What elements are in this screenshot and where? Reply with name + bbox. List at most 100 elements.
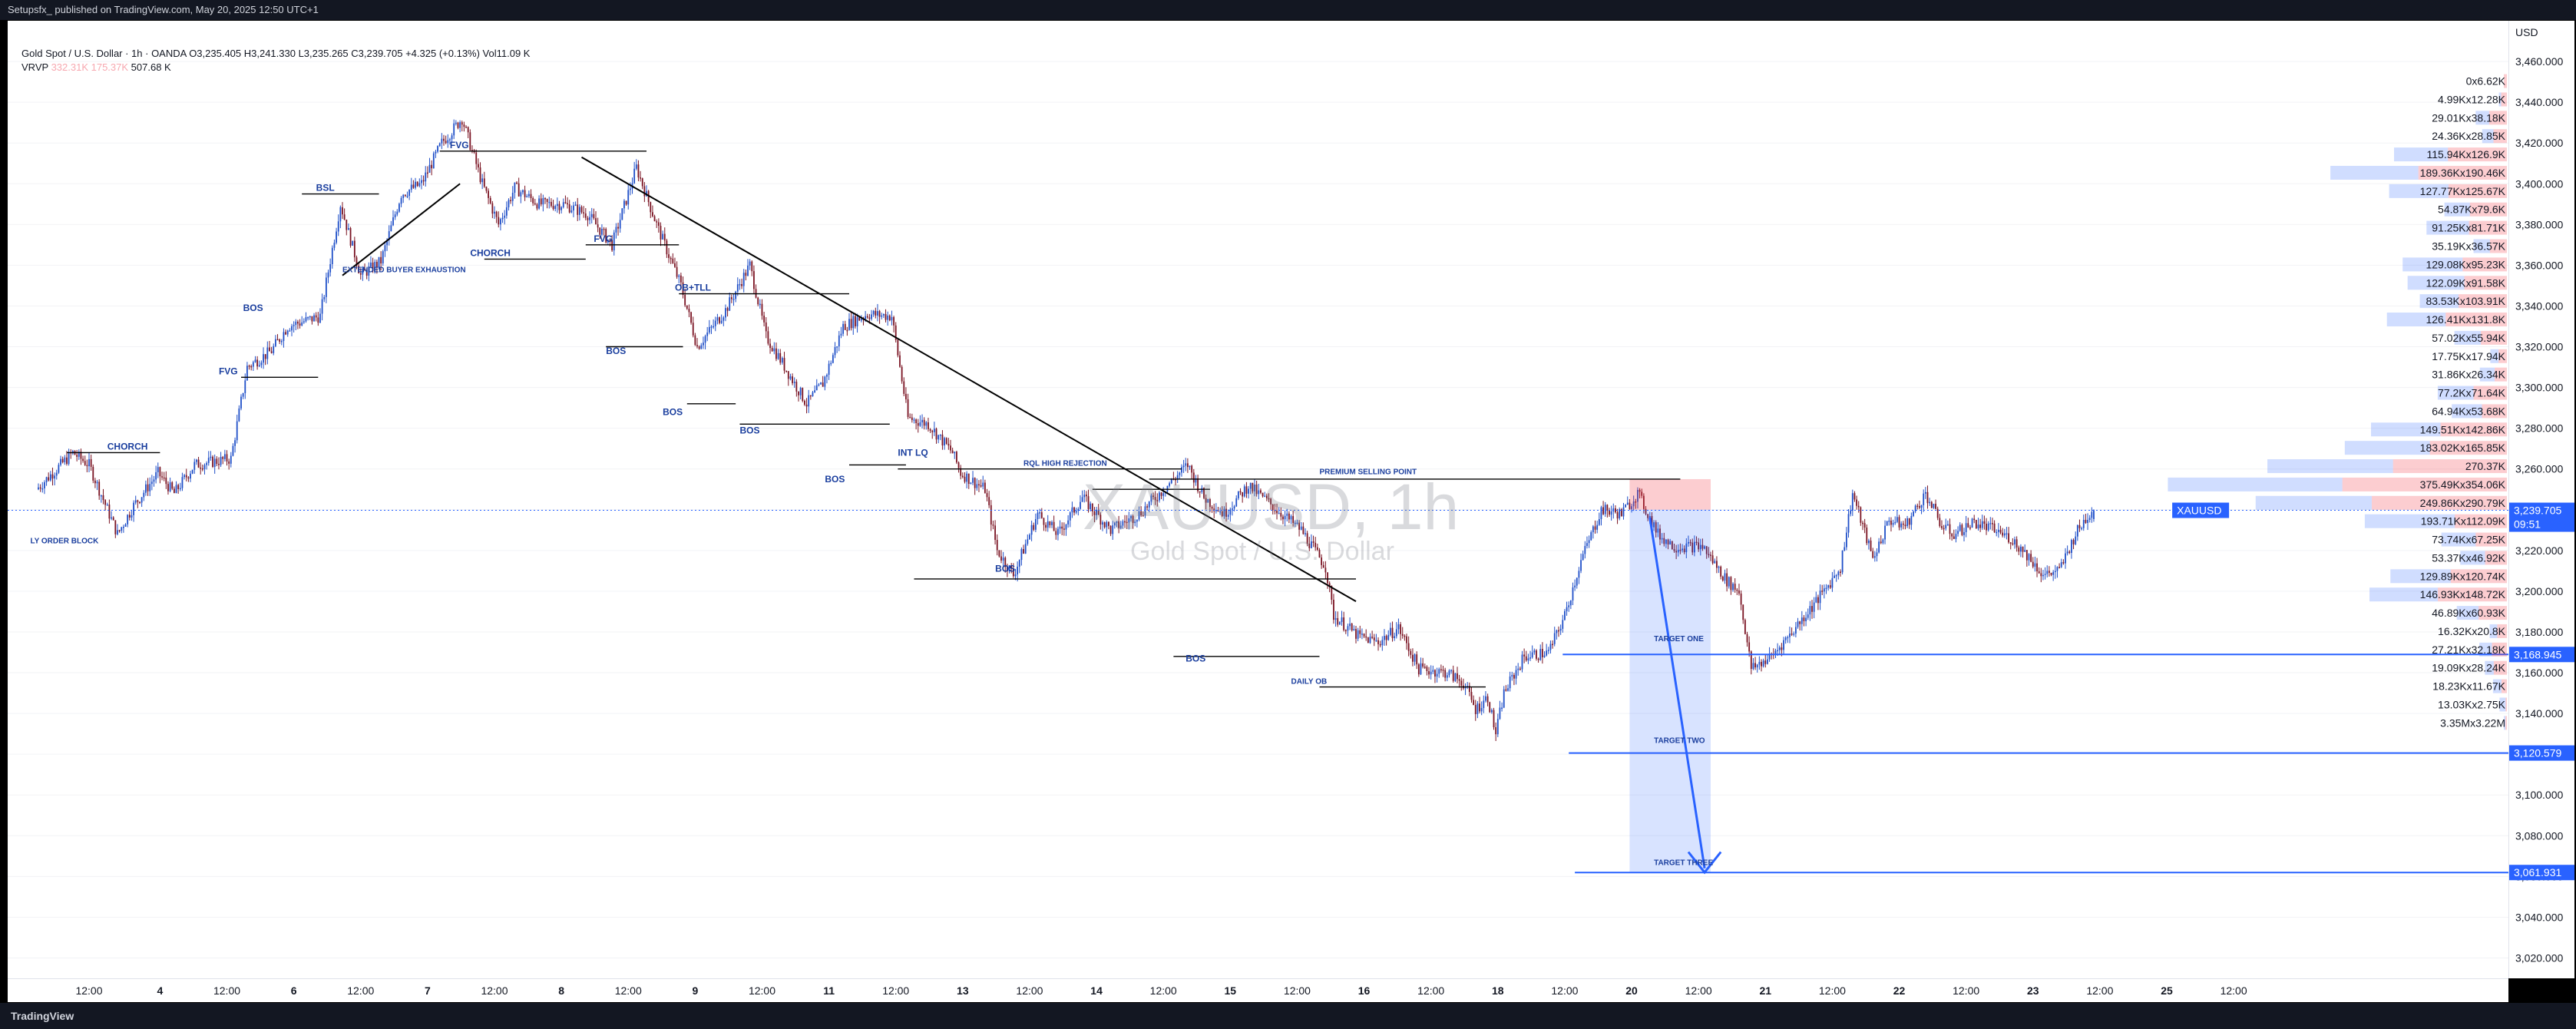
time-tick: 18 — [1492, 984, 1504, 997]
candle — [1262, 492, 1264, 497]
candle — [102, 495, 104, 501]
candle — [1503, 689, 1505, 708]
candle — [1496, 719, 1499, 735]
time-axis-svg: 12:00 4 12:00 6 12:00 7 12:00 8 12:00 9 12:00 11 12:… — [75, 984, 2247, 997]
candle — [1037, 512, 1039, 520]
candle — [1946, 524, 1949, 526]
annotation-label: FVG — [450, 140, 469, 151]
price-plot[interactable]: CHORCH BSL EXTENDED BUYER EXHAUSTION BOS FVG… — [8, 21, 2508, 978]
candle — [1030, 524, 1033, 535]
vp-up-bar — [2344, 441, 2430, 455]
vp-down-bar — [2342, 477, 2507, 491]
candle — [169, 482, 171, 491]
time-tick: 12:00 — [75, 984, 102, 997]
candle — [276, 339, 279, 341]
candle — [1119, 525, 1122, 528]
candle — [1693, 541, 1695, 553]
candle — [181, 477, 184, 488]
candle — [263, 354, 264, 363]
time-axis[interactable]: 12:00 4 12:00 6 12:00 7 12:00 8 12:00 9 12:00 11 12:… — [8, 978, 2508, 1002]
vp-up-bar — [2168, 477, 2343, 491]
candle — [1189, 465, 1191, 468]
candle — [1615, 508, 1616, 513]
candle — [1682, 548, 1683, 551]
candle — [1983, 521, 1986, 524]
candle — [1337, 617, 1339, 625]
candle — [662, 233, 664, 240]
candle — [86, 465, 88, 467]
vp-down-bar — [2440, 422, 2507, 437]
candle — [751, 261, 753, 272]
candle — [1556, 630, 1558, 634]
candle — [852, 316, 855, 329]
candle — [1653, 522, 1655, 528]
vp-up-bar — [2460, 551, 2485, 565]
candle — [374, 261, 376, 271]
candle — [1845, 532, 1847, 548]
vp-up-bar — [2426, 220, 2469, 235]
candle — [1529, 657, 1531, 659]
price-tick: 3,340.000 — [2515, 299, 2563, 312]
candle — [2038, 571, 2040, 574]
candle — [1067, 520, 1070, 525]
candle — [1718, 566, 1720, 568]
candle — [1730, 577, 1732, 591]
candle — [150, 481, 153, 485]
candle — [1721, 576, 1724, 581]
vrvp-total: 507.68 K — [131, 61, 171, 73]
candle — [1338, 622, 1341, 625]
candle — [457, 122, 459, 128]
candle — [438, 143, 441, 147]
price-label-box — [2509, 745, 2574, 761]
candle — [1479, 703, 1480, 712]
candle — [323, 296, 326, 299]
time-tick: 6 — [291, 984, 297, 997]
candle — [149, 484, 151, 491]
candle — [2075, 536, 2077, 544]
candle — [540, 198, 542, 205]
price-axis[interactable]: USD3,020.0003,040.0003,060.0003,080.0003… — [2508, 21, 2574, 978]
candle — [546, 199, 548, 203]
vrvp-line[interactable]: VRVP 332.31K 175.37K 507.68 K — [21, 61, 530, 74]
vp-down-bar — [2493, 660, 2507, 675]
tradingview-logo[interactable]: TradingView — [11, 1010, 74, 1022]
candle — [394, 214, 396, 217]
annotation-label: BOS — [606, 346, 626, 356]
candle — [2060, 562, 2062, 567]
candle — [1552, 644, 1553, 646]
candle — [994, 525, 996, 541]
candle — [725, 308, 726, 318]
candle — [1007, 567, 1008, 571]
vp-down-bar — [2493, 129, 2507, 144]
candle — [1049, 521, 1051, 525]
candle — [1801, 617, 1803, 624]
candle — [1501, 707, 1503, 709]
candle — [1249, 482, 1252, 489]
candle — [1347, 626, 1349, 631]
candle — [2050, 572, 2052, 575]
candle — [1953, 536, 1955, 539]
vp-down-bar — [2418, 165, 2507, 180]
candle — [370, 262, 372, 267]
candle — [905, 393, 907, 399]
vp-down-bar — [2505, 716, 2507, 730]
vp-up-bar — [2473, 239, 2490, 253]
candle — [1201, 488, 1203, 492]
candle — [1298, 522, 1300, 530]
candle — [1207, 499, 1209, 503]
candle — [1616, 512, 1619, 519]
candle — [1012, 568, 1014, 577]
candle — [1296, 522, 1298, 524]
candle — [2066, 551, 2068, 554]
candle — [1069, 512, 1071, 521]
candle — [1659, 528, 1661, 540]
candle — [1268, 498, 1270, 500]
vp-label: 18.23Kx11.67K — [2432, 680, 2505, 693]
candle — [1284, 515, 1286, 520]
candle — [1343, 617, 1345, 630]
candle — [1384, 636, 1385, 640]
candle — [601, 228, 603, 235]
candle — [1558, 630, 1559, 632]
vp-down-bar — [2462, 257, 2507, 272]
chart-area[interactable]: Gold Spot / U.S. Dollar · 1h · OANDA O3,… — [8, 21, 2508, 978]
